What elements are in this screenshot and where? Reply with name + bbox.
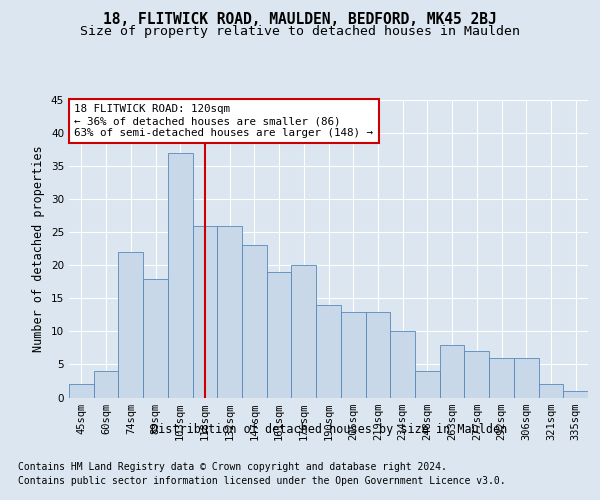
Bar xyxy=(514,358,539,398)
Bar xyxy=(390,332,415,398)
Text: Distribution of detached houses by size in Maulden: Distribution of detached houses by size … xyxy=(151,422,507,436)
Bar xyxy=(365,312,390,398)
Bar xyxy=(168,153,193,398)
Bar xyxy=(118,252,143,398)
Y-axis label: Number of detached properties: Number of detached properties xyxy=(32,146,46,352)
Text: 18 FLITWICK ROAD: 120sqm
← 36% of detached houses are smaller (86)
63% of semi-d: 18 FLITWICK ROAD: 120sqm ← 36% of detach… xyxy=(74,104,373,138)
Bar xyxy=(489,358,514,398)
Bar xyxy=(242,246,267,398)
Bar xyxy=(69,384,94,398)
Bar xyxy=(341,312,365,398)
Text: 18, FLITWICK ROAD, MAULDEN, BEDFORD, MK45 2BJ: 18, FLITWICK ROAD, MAULDEN, BEDFORD, MK4… xyxy=(103,12,497,28)
Text: Size of property relative to detached houses in Maulden: Size of property relative to detached ho… xyxy=(80,25,520,38)
Bar xyxy=(316,305,341,398)
Bar xyxy=(563,391,588,398)
Text: Contains public sector information licensed under the Open Government Licence v3: Contains public sector information licen… xyxy=(18,476,506,486)
Bar xyxy=(415,371,440,398)
Bar xyxy=(440,344,464,398)
Bar xyxy=(539,384,563,398)
Bar xyxy=(267,272,292,398)
Bar xyxy=(193,226,217,398)
Bar xyxy=(464,351,489,398)
Bar xyxy=(217,226,242,398)
Bar xyxy=(143,278,168,398)
Bar xyxy=(292,266,316,398)
Text: Contains HM Land Registry data © Crown copyright and database right 2024.: Contains HM Land Registry data © Crown c… xyxy=(18,462,447,472)
Bar xyxy=(94,371,118,398)
